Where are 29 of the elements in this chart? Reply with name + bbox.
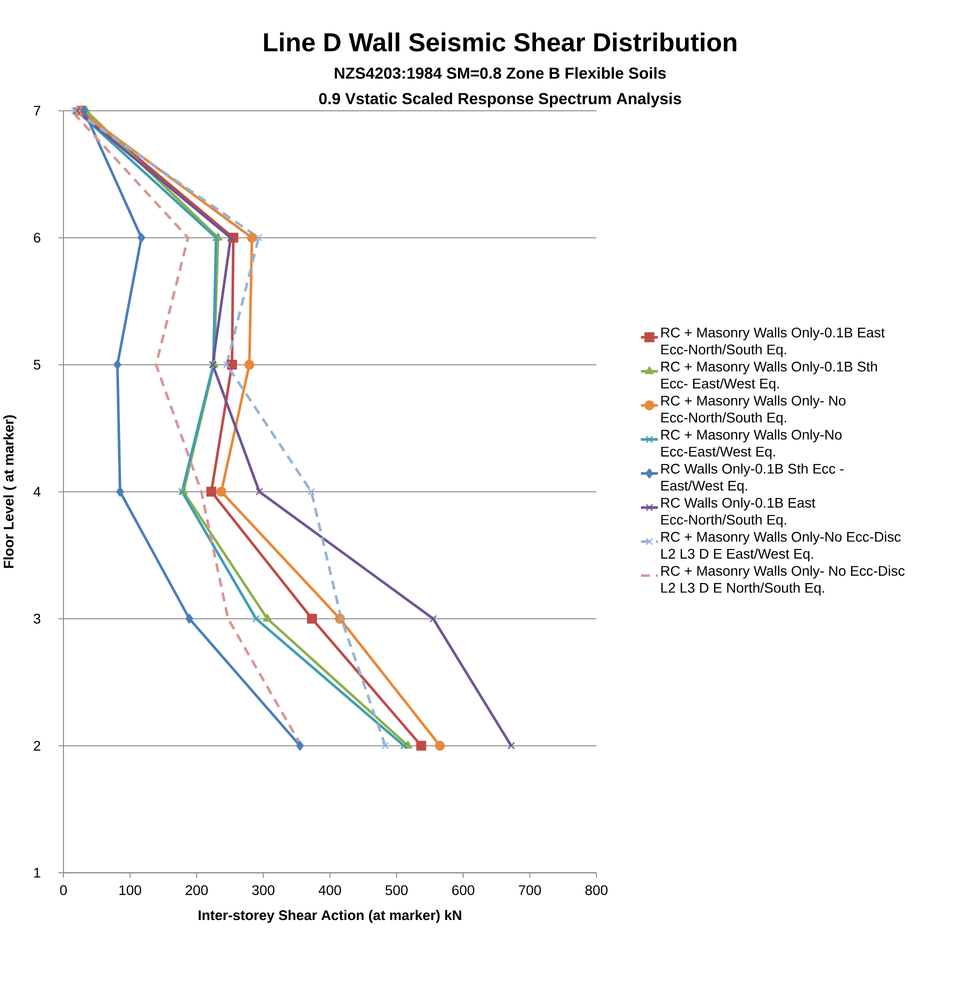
chart-title: Line D Wall Seismic Shear Distribution: [264, 32, 736, 52]
legend-label: RC + Masonry Walls Only-0.1B East Ecc-North/South Eq.: [661, 327, 885, 358]
legend-label: RC + Masonry Walls Only-0.1B Sth Ecc- East/West Eq.: [661, 361, 877, 392]
y-tick-label: 6: [34, 232, 40, 243]
x-axis-title: Inter-storey Shear Action (at marker) kN: [198, 910, 462, 923]
y-tick-label: 3: [34, 614, 40, 624]
legend-label: RC + Masonry Walls Only- No Ecc-Disc L2 L3 D E North/South Eq.: [661, 566, 904, 596]
y-tick-label: 2: [34, 740, 40, 751]
x-tick-label: 300: [252, 885, 274, 896]
y-axis-title: Floor Level ( at marker): [3, 415, 16, 568]
x-tick-label: 500: [385, 885, 408, 896]
y-tick-label: 4: [33, 486, 40, 496]
legend-label: RC Walls Only-0.1B East Ecc-North/South Eq.: [661, 497, 816, 528]
legend-label: RC + Masonry Walls Only-No Ecc-East/West Eq.: [661, 429, 842, 460]
x-tick-label: 400: [318, 885, 341, 896]
legend-label: RC + Masonry Walls Only- No Ecc-North/South Eq.: [661, 395, 846, 426]
x-tick-label: 700: [518, 885, 541, 896]
x-tick-label: 0: [60, 885, 67, 896]
y-tick-label: 7: [34, 106, 40, 116]
text: NZS4203:1984 SM=0.8 Zone B Flexible Soils: [334, 67, 666, 79]
x-tick-label: 600: [452, 885, 474, 896]
x-tick-label: 800: [585, 885, 608, 896]
text: 0.9 Vstatic Scaled Response Spectrum Analysis: [319, 92, 682, 108]
y-tick-label: 5: [34, 360, 40, 370]
legend-label: RC + Masonry Walls Only-No Ecc-Disc L2 L3 D E East/West Eq.: [661, 532, 901, 562]
x-tick-label: 200: [186, 885, 208, 896]
legend-label: RC Walls Only-0.1B Sth Ecc - East/West Eq.: [661, 463, 844, 494]
y-tick-label: 1: [34, 868, 40, 878]
x-tick-label: 100: [119, 885, 142, 896]
